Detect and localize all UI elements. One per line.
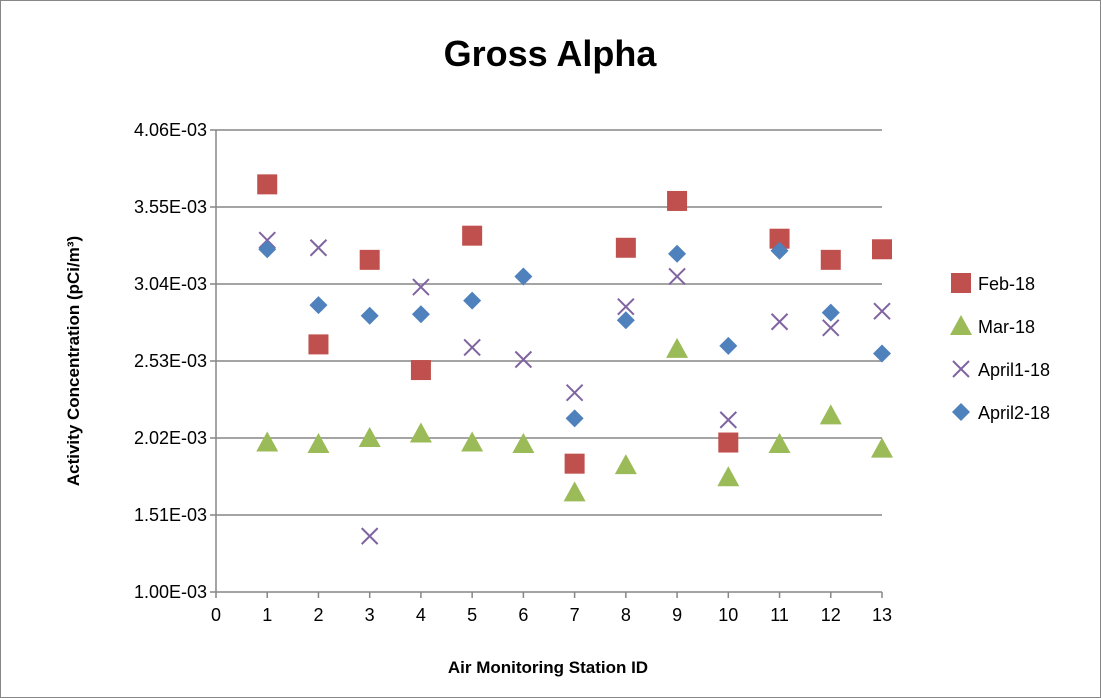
data-point xyxy=(514,267,533,286)
series-April1-18 xyxy=(258,231,891,545)
legend: Feb-18 Mar-18 April1-18 April2-18 xyxy=(950,273,1050,423)
chart-title: Gross Alpha xyxy=(444,33,658,74)
data-point xyxy=(411,305,430,324)
x-tick-label: 9 xyxy=(672,605,682,625)
x-tick-labels: 0 1 2 3 4 5 6 7 8 9 10 11 12 13 xyxy=(211,605,892,625)
data-point xyxy=(256,431,279,452)
data-point xyxy=(719,336,738,355)
y-tick-labels: 1.00E-03 1.51E-03 2.02E-03 2.53E-03 3.04E-03… xyxy=(134,120,207,602)
series-April2-18 xyxy=(258,240,891,428)
data-point xyxy=(360,306,379,325)
data-point xyxy=(770,241,789,260)
y-tick-label: 3.04E-03 xyxy=(134,274,207,294)
legend-label: Feb-18 xyxy=(978,274,1035,294)
x-tick-label: 3 xyxy=(365,605,375,625)
x-tick-label: 8 xyxy=(621,605,631,625)
x-tick-label: 4 xyxy=(416,605,426,625)
data-point xyxy=(412,278,430,296)
data-point xyxy=(717,466,740,487)
data-point xyxy=(257,174,278,195)
data-point xyxy=(309,296,328,315)
x-tick-label: 1 xyxy=(262,605,272,625)
x-tick-label: 6 xyxy=(518,605,528,625)
data-point xyxy=(308,334,329,355)
x-axis-title: Air Monitoring Station ID xyxy=(448,658,648,677)
x-tick-label: 10 xyxy=(718,605,738,625)
x-tick-label: 0 xyxy=(211,605,221,625)
data-point xyxy=(873,344,891,363)
y-tick-label: 2.53E-03 xyxy=(134,351,207,371)
data-point xyxy=(769,228,790,249)
legend-label: April1-18 xyxy=(978,360,1050,380)
data-point xyxy=(258,240,277,259)
legend-item: Feb-18 xyxy=(951,273,1035,294)
data-point xyxy=(820,249,841,270)
data-point xyxy=(409,422,432,443)
data-point xyxy=(873,302,891,320)
data-point xyxy=(617,297,635,316)
data-point xyxy=(358,427,381,447)
legend-marker xyxy=(952,403,970,421)
legend-item: April2-18 xyxy=(952,403,1050,423)
data-markers xyxy=(256,174,893,545)
data-point xyxy=(872,239,892,260)
data-point xyxy=(668,244,687,263)
data-point xyxy=(668,267,686,286)
data-point xyxy=(819,404,842,425)
data-point xyxy=(564,453,585,474)
x-tick-label: 7 xyxy=(570,605,580,625)
legend-label: April2-18 xyxy=(978,403,1050,423)
data-point xyxy=(667,190,688,211)
data-point xyxy=(463,291,482,310)
data-point xyxy=(821,303,840,322)
data-point xyxy=(719,411,738,429)
gridlines xyxy=(216,129,882,516)
data-point xyxy=(614,454,637,475)
data-point xyxy=(615,237,636,258)
data-point xyxy=(307,433,330,454)
legend-marker xyxy=(950,315,972,335)
data-point xyxy=(410,360,431,381)
data-point xyxy=(462,225,483,246)
legend-item: Mar-18 xyxy=(950,315,1035,337)
data-point xyxy=(563,481,586,502)
x-tick-label: 13 xyxy=(872,605,892,625)
data-point xyxy=(770,313,789,331)
data-point xyxy=(461,431,484,452)
y-axis-title: Activity Concentration (pCi/m³) xyxy=(64,236,83,486)
data-point xyxy=(718,432,739,453)
data-point xyxy=(616,311,635,330)
data-point xyxy=(514,350,533,369)
data-point xyxy=(309,239,328,257)
axes xyxy=(210,129,883,598)
series-Feb-18 xyxy=(257,174,892,474)
legend-marker xyxy=(952,360,970,378)
data-point xyxy=(666,337,689,358)
x-tick-label: 11 xyxy=(770,605,789,625)
y-tick-label: 1.51E-03 xyxy=(134,505,207,525)
data-point xyxy=(768,433,791,454)
data-point xyxy=(822,319,840,337)
y-tick-label: 4.06E-03 xyxy=(134,120,207,140)
data-point xyxy=(512,433,535,454)
legend-item: April1-18 xyxy=(952,360,1050,380)
legend-label: Mar-18 xyxy=(978,317,1035,337)
data-point xyxy=(359,249,380,270)
data-point xyxy=(360,527,379,545)
x-tick-label: 12 xyxy=(821,605,841,625)
y-tick-label: 3.55E-03 xyxy=(134,197,207,217)
x-tick-label: 5 xyxy=(467,605,477,625)
data-point xyxy=(463,338,481,357)
data-point xyxy=(565,383,584,402)
series-Mar-18 xyxy=(256,337,893,502)
data-point xyxy=(871,437,893,458)
data-point xyxy=(565,409,584,428)
y-tick-label: 2.02E-03 xyxy=(134,428,207,448)
x-tick-label: 2 xyxy=(313,605,323,625)
legend-marker xyxy=(951,273,971,293)
y-tick-label: 1.00E-03 xyxy=(134,582,207,602)
data-point xyxy=(258,231,276,249)
